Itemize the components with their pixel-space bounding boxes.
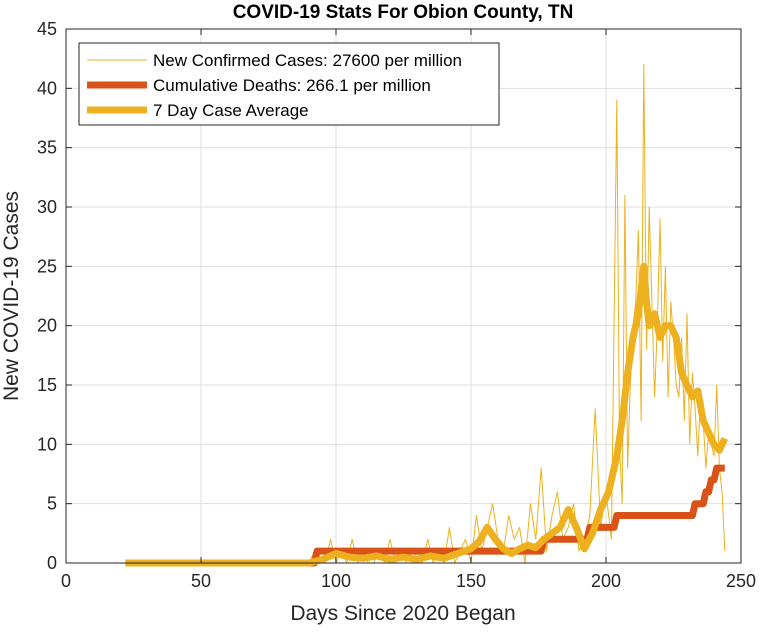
y-tick-label-4: 20 <box>37 316 57 336</box>
y-tick-label-2: 10 <box>37 434 57 454</box>
x-tick-label-3: 150 <box>456 571 486 591</box>
legend-box <box>78 42 500 126</box>
y-tick-label-9: 45 <box>37 19 57 39</box>
y-tick-label-6: 30 <box>37 197 57 217</box>
legend-label-1: Cumulative Deaths: 266.1 per million <box>153 76 431 95</box>
x-tick-label-1: 50 <box>191 571 211 591</box>
axes-box <box>65 28 742 564</box>
legend-label-2: 7 Day Case Average <box>153 101 309 120</box>
x-tick-label-5: 250 <box>726 571 756 591</box>
x-axis-label: Days Since 2020 Began <box>290 602 515 625</box>
y-tick-label-7: 35 <box>37 138 57 158</box>
y-axis-label: New COVID-19 Cases <box>0 191 23 401</box>
series-line-2 <box>125 262 728 567</box>
y-tick-label-3: 15 <box>37 375 57 395</box>
y-tick-label-8: 40 <box>37 78 57 98</box>
x-tick-label-4: 200 <box>591 571 621 591</box>
chart-title: COVID-19 Stats For Obion County, TN <box>233 2 574 23</box>
y-tick-label-5: 25 <box>37 256 57 276</box>
series-line-1 <box>125 464 726 567</box>
x-tick-label-2: 100 <box>321 571 351 591</box>
legend-label-0: New Confirmed Cases: 27600 per million <box>153 51 462 70</box>
x-tick-label-0: 0 <box>61 571 71 591</box>
y-tick-label-1: 5 <box>47 494 57 514</box>
y-tick-label-0: 0 <box>47 553 57 573</box>
